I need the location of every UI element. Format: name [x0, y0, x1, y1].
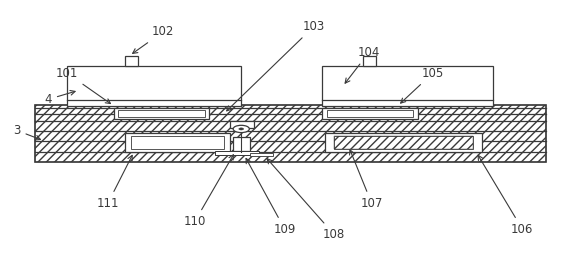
- Bar: [119, 110, 205, 117]
- Bar: [232, 137, 250, 151]
- Bar: [363, 56, 376, 66]
- Bar: [114, 108, 209, 119]
- Bar: [67, 66, 241, 106]
- Text: 4: 4: [45, 91, 75, 106]
- Text: 102: 102: [132, 25, 174, 54]
- Bar: [131, 136, 224, 149]
- Bar: [125, 56, 138, 66]
- Text: 107: 107: [350, 150, 383, 210]
- Text: 108: 108: [267, 159, 345, 241]
- Text: 111: 111: [96, 155, 132, 210]
- Text: 106: 106: [478, 155, 533, 236]
- Bar: [229, 121, 254, 128]
- Bar: [327, 110, 413, 117]
- Text: 101: 101: [56, 67, 110, 104]
- Text: 105: 105: [401, 67, 444, 103]
- Bar: [250, 153, 273, 156]
- Bar: [215, 151, 259, 155]
- Text: 3: 3: [13, 124, 41, 140]
- Text: 104: 104: [345, 46, 380, 83]
- Bar: [125, 133, 229, 152]
- Circle shape: [239, 128, 243, 130]
- Bar: [334, 136, 473, 149]
- Text: 110: 110: [184, 155, 234, 228]
- Bar: [322, 66, 493, 106]
- Bar: [322, 108, 418, 119]
- Bar: [325, 133, 482, 152]
- Bar: [334, 136, 473, 149]
- Text: 109: 109: [246, 158, 296, 236]
- Circle shape: [233, 125, 249, 133]
- Bar: [35, 105, 546, 162]
- Text: 103: 103: [227, 20, 325, 111]
- Bar: [35, 105, 546, 162]
